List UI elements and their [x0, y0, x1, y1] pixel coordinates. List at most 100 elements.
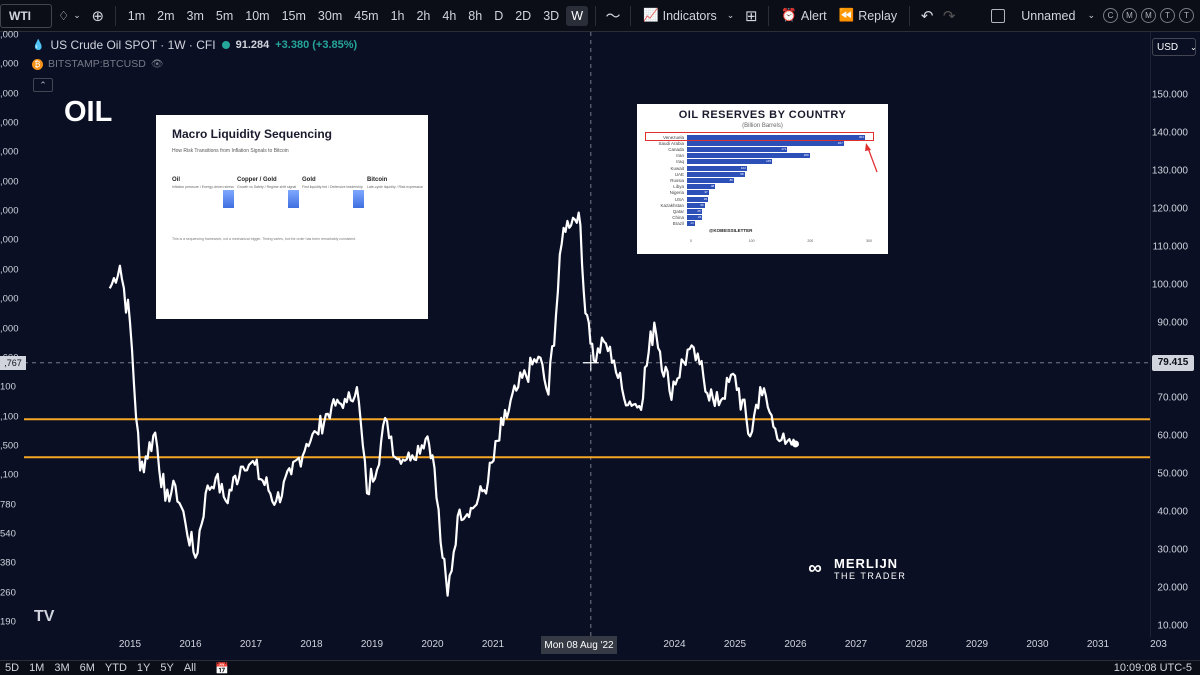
last-price-dot — [792, 440, 799, 448]
quick-button-m[interactable]: M — [1122, 8, 1137, 23]
watermark-line1: MERLIJN — [834, 556, 899, 571]
macro-column-head: Copper / Gold — [237, 177, 277, 183]
oil-reserve-row: Venezuela 303 — [645, 134, 865, 140]
chart-title: OIL — [64, 96, 113, 128]
macro-column: Oil Inflation pressure / Energy-driven st… — [172, 177, 234, 190]
timeframe-1h[interactable]: 1h — [390, 8, 405, 23]
oil-reserve-row: Iraq 145 — [645, 159, 773, 165]
left-price-tick: ,000 — [0, 264, 19, 276]
macro-column: Gold First liquidity bid / Defensive lead… — [302, 177, 364, 190]
timeframe-45m[interactable]: 45m — [354, 8, 379, 23]
symbol-search[interactable]: WTI — [0, 3, 52, 28]
collapse-legend-button[interactable]: ⌃ — [33, 78, 53, 92]
quick-button-m[interactable]: M — [1141, 8, 1156, 23]
oil-reserve-bar: 209 — [687, 153, 810, 159]
timeframe-d[interactable]: D — [494, 8, 504, 23]
oil-price-line — [108, 211, 797, 597]
timeframe-30m[interactable]: 30m — [317, 8, 343, 23]
price-tick: 100.000 — [1151, 279, 1188, 291]
timeframe-15m[interactable]: 15m — [281, 8, 306, 23]
timeframe-3m[interactable]: 3m — [186, 8, 204, 23]
left-price-tick: ,000 — [0, 88, 19, 100]
time-tick: 2020 — [421, 639, 444, 650]
macro-column-text: First liquidity bid / Defensive leadersh… — [302, 185, 363, 189]
quick-button-c[interactable]: C — [1103, 8, 1118, 23]
time-tick: 2030 — [1026, 639, 1049, 650]
add-symbol-button[interactable]: ⊕ — [87, 5, 109, 27]
time-tick: 2028 — [905, 639, 928, 650]
oil-reserve-row: Nigeria 37 — [645, 190, 709, 196]
eye-hidden-icon[interactable]: 👁 — [150, 58, 164, 70]
oil-country-name: Iraq — [676, 159, 684, 165]
timeframe-2d[interactable]: 2D — [515, 8, 532, 23]
oil-reserves-handle: @KOBEISSILETTER — [709, 228, 753, 233]
timeframe-1m[interactable]: 1m — [127, 8, 146, 23]
oil-country-name: USA — [674, 196, 684, 202]
macro-arrow-bar — [223, 190, 234, 208]
macro-column: Copper / Gold Growth vs Safety / Regime s… — [237, 177, 299, 190]
layout-checkbox[interactable] — [991, 8, 1006, 23]
range-1m[interactable]: 1M — [29, 662, 45, 674]
undo-button[interactable]: ↶ — [916, 5, 938, 27]
left-price-tick: ,000 — [0, 234, 19, 246]
divider — [114, 5, 116, 26]
calendar-icon[interactable]: 📅 — [215, 662, 229, 675]
left-price-tick: ,100 — [0, 411, 19, 423]
oil-reserve-row: Iran 209 — [645, 153, 810, 159]
crosshair-date-tag: Mon 08 Aug '22 — [541, 636, 617, 654]
compare-button[interactable]: ♢ ⌄ — [53, 5, 86, 26]
timeframe-2m[interactable]: 2m — [157, 8, 175, 23]
merlijn-logo-icon: ∞ — [808, 557, 822, 579]
oil-reserve-value: 98 — [740, 171, 744, 176]
range-5y[interactable]: 5Y — [160, 662, 174, 674]
price-chart[interactable] — [0, 32, 1150, 637]
overlay-legend: ₿ BITSTAMP:BTCUSD 👁 — [32, 58, 164, 70]
layouts-button[interactable]: ⊞ — [740, 5, 762, 27]
oil-reserve-bar: 80 — [687, 177, 734, 183]
range-1y[interactable]: 1Y — [136, 662, 151, 674]
tradingview-logo-icon[interactable]: TV — [34, 608, 55, 625]
quick-button-t[interactable]: T — [1179, 8, 1194, 23]
timeframe-4h[interactable]: 4h — [442, 8, 457, 23]
layout-name-button[interactable]: Unnamed ⌄ — [1016, 6, 1100, 26]
left-price-tick: ,000 — [0, 117, 19, 129]
timeframe-3d[interactable]: 3D — [543, 8, 560, 23]
range-ytd[interactable]: YTD — [104, 662, 127, 674]
time-tick: 2016 — [179, 639, 202, 650]
indicators-button[interactable]: 📈 Indicators ⌄ — [638, 5, 739, 26]
oil-reserve-bar: 25 — [687, 208, 702, 214]
range-5d[interactable]: 5D — [5, 662, 20, 674]
price-axis[interactable]: 150.000 140.000 130.000 120.000 110.000 100.0… — [1150, 32, 1200, 637]
price-tick: 150.000 — [1151, 89, 1188, 101]
oil-reserve-value: 30 — [700, 202, 704, 207]
oil-reserve-bar: 36 — [687, 196, 709, 202]
gem-icon: ♢ — [58, 9, 70, 23]
oil-reserve-row: Libya 48 — [645, 184, 716, 190]
currency-select[interactable]: USD ⌄ — [1152, 38, 1197, 56]
redo-button[interactable]: ↷ — [938, 5, 960, 27]
range-all[interactable]: All — [183, 662, 197, 674]
clock-time[interactable]: 10:09:08 UTC-5 — [1113, 662, 1192, 674]
oil-reserve-value: 145 — [766, 159, 772, 164]
quick-button-t[interactable]: T — [1160, 8, 1175, 23]
oil-reserve-row: Qatar 25 — [645, 208, 702, 214]
macro-column-text: Late-cycle liquidity / Risk expression — [367, 185, 424, 189]
left-price-axis[interactable]: ,000 ,000 ,000 ,000 ,000 ,000 ,000 ,000 ,000 ,000… — [0, 30, 24, 637]
range-3m[interactable]: 3M — [54, 662, 70, 674]
replay-button[interactable]: ⏪ Replay — [834, 5, 903, 26]
timeframe-8h[interactable]: 8h — [468, 8, 483, 23]
left-price-tick: 380 — [0, 557, 16, 569]
left-price-tick: ,000 — [0, 323, 19, 334]
timeframe-10m[interactable]: 10m — [245, 8, 270, 23]
left-price-tick: ,000 — [0, 58, 19, 70]
series-legend: 💧 US Crude Oil SPOT · 1W · CFI 91.284 +3… — [32, 38, 357, 52]
timeframe-5m[interactable]: 5m — [215, 8, 234, 23]
oil-reserve-value: 102 — [740, 165, 746, 170]
alert-button[interactable]: ⏰ Alert — [776, 5, 831, 26]
price-tick: 130.000 — [1151, 165, 1188, 177]
timeframe-2h[interactable]: 2h — [416, 8, 431, 23]
chart-style-button[interactable]: 〜 — [602, 5, 624, 27]
range-buttons: 5D 1M 3M 6M YTD 1Y 5Y All — [0, 662, 201, 674]
timeframe-w[interactable]: W — [566, 5, 589, 26]
range-6m[interactable]: 6M — [79, 662, 95, 674]
